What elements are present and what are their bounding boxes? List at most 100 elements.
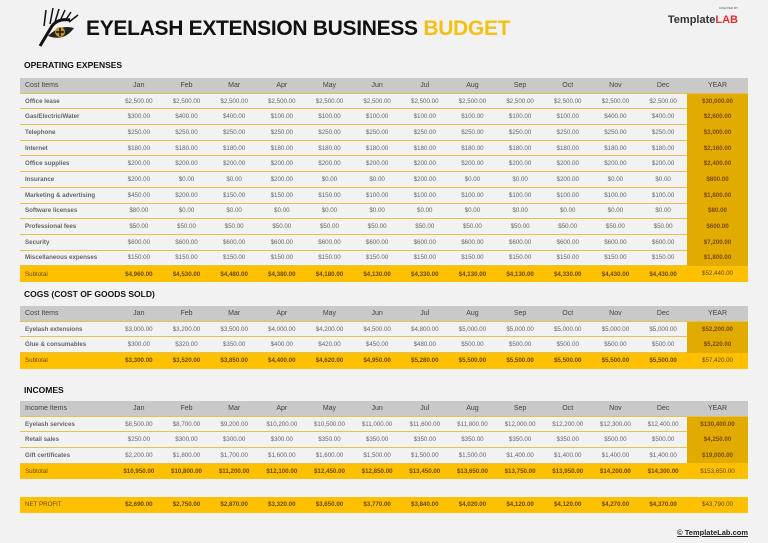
cell-mar: $2,870.00 — [210, 497, 258, 513]
cell-jun: $0.00 — [353, 171, 401, 188]
cell-dec: $0.00 — [639, 203, 687, 220]
column-header-jun: Jun — [353, 78, 401, 94]
cell-nov: $500.00 — [591, 336, 640, 354]
cell-sep: $5,000.00 — [496, 321, 544, 338]
cell-jun: $200.00 — [353, 155, 401, 173]
net-profit-row: NET PROFIT $2,690.00 $2,750.00 $2,870.00 $3,… — [20, 497, 748, 513]
cell-nov: $1,400.00 — [591, 447, 640, 464]
cell-year-total: $2,600.00 — [687, 108, 748, 125]
cell-jun: $250.00 — [353, 124, 401, 141]
cell-nov: $0.00 — [591, 171, 640, 188]
column-header-feb: Feb — [162, 78, 211, 94]
cell-oct: $1,400.00 — [543, 447, 592, 464]
row-label: Eyelash extensions — [20, 321, 115, 338]
column-header-dec: Dec — [639, 78, 687, 94]
cell-jan: $50.00 — [115, 218, 163, 235]
cell-oct: $12,200.00 — [543, 416, 592, 433]
cell-apr: $150.00 — [257, 250, 306, 267]
cell-oct: $180.00 — [543, 140, 592, 157]
cell-apr: $250.00 — [257, 124, 306, 141]
cell-dec: $400.00 — [639, 108, 687, 126]
cell-year-total: $130,400.00 — [687, 416, 748, 432]
cell-nov: $5,000.00 — [591, 321, 640, 338]
cell-jul: $11,600.00 — [400, 416, 449, 433]
cell-year-total: $600.00 — [687, 218, 748, 235]
cell-oct: $200.00 — [543, 171, 592, 188]
cell-feb: $200.00 — [162, 155, 211, 173]
cell-sep: $250.00 — [496, 124, 544, 141]
cell-nov: $0.00 — [591, 203, 640, 220]
cell-nov: $180.00 — [591, 140, 640, 157]
cell-jul: $480.00 — [400, 336, 449, 354]
cell-jun: $150.00 — [353, 250, 401, 267]
cell-nov: $4,430.00 — [591, 265, 640, 282]
cell-apr: $2,500.00 — [257, 93, 306, 110]
cell-may: $0.00 — [305, 203, 354, 220]
cell-year-total: $57,420.00 — [687, 352, 748, 369]
table-row: Marketing & advertising $450.00 $200.00 $15… — [20, 187, 748, 204]
cell-feb: $3,520.00 — [162, 352, 211, 369]
cell-jan: $600.00 — [115, 234, 163, 251]
column-header-oct: Oct — [543, 401, 592, 417]
cell-may: $350.00 — [305, 431, 354, 449]
column-header-sep: Sep — [496, 401, 544, 417]
cell-feb: $300.00 — [162, 431, 211, 449]
cell-oct: $50.00 — [543, 218, 592, 235]
column-header-apr: Apr — [257, 78, 306, 94]
subtotal-row: Subtotal $3,300.00 $3,520.00 $3,850.00 $4,40… — [20, 352, 748, 369]
cell-jul: $3,840.00 — [400, 497, 449, 513]
column-header-sep: Sep — [496, 306, 544, 322]
cell-oct: $13,950.00 — [543, 463, 592, 480]
cell-dec: $50.00 — [639, 218, 687, 235]
cell-feb: $400.00 — [162, 108, 211, 126]
cell-dec: $180.00 — [639, 140, 687, 157]
column-header-may: May — [305, 306, 354, 322]
cell-jul: $4,330.00 — [400, 265, 449, 282]
row-label: Subtotal — [20, 265, 115, 282]
table-row: Professional fees $50.00 $50.00 $50.00 $50.0… — [20, 218, 748, 235]
cell-nov: $250.00 — [591, 124, 640, 141]
cell-jul: $4,800.00 — [400, 321, 449, 338]
column-header-jun: Jun — [353, 306, 401, 322]
cell-mar: $50.00 — [210, 218, 258, 235]
cell-mar: $0.00 — [210, 171, 258, 188]
cell-aug: $13,650.00 — [448, 463, 497, 480]
cell-dec: $4,430.00 — [639, 265, 687, 282]
column-header-dec: Dec — [639, 306, 687, 322]
cell-feb: $3,200.00 — [162, 321, 211, 338]
cell-aug: $150.00 — [448, 250, 497, 267]
table-row: Miscellaneous expenses $150.00 $150.00 $150… — [20, 250, 748, 267]
cell-jul: $350.00 — [400, 431, 449, 449]
row-label: Gas/Electric/Water — [20, 108, 115, 126]
cell-apr: $100.00 — [257, 108, 306, 126]
cell-mar: $3,500.00 — [210, 321, 258, 338]
cell-year-total: $800.00 — [687, 171, 748, 188]
cell-oct: $250.00 — [543, 124, 592, 141]
cell-nov: $14,200.00 — [591, 463, 640, 480]
cell-mar: $200.00 — [210, 155, 258, 173]
column-header-mar: Mar — [210, 78, 258, 94]
cell-jul: $200.00 — [400, 155, 449, 173]
cell-aug: $250.00 — [448, 124, 497, 141]
cell-jan: $10,950.00 — [115, 463, 163, 480]
cell-jul: $1,500.00 — [400, 447, 449, 464]
cell-jan: $80.00 — [115, 203, 163, 220]
table-row: Gas/Electric/Water $300.00 $400.00 $400.00 $… — [20, 108, 748, 126]
cell-nov: $2,500.00 — [591, 93, 640, 110]
cell-sep: $5,500.00 — [496, 352, 544, 369]
cell-mar: $250.00 — [210, 124, 258, 141]
cell-jan: $2,500.00 — [115, 93, 163, 110]
cell-dec: $500.00 — [639, 336, 687, 354]
column-header-may: May — [305, 401, 354, 417]
cell-feb: $0.00 — [162, 171, 211, 188]
cell-apr: $400.00 — [257, 336, 306, 354]
cell-jun: $4,500.00 — [353, 321, 401, 338]
cell-jul: $600.00 — [400, 234, 449, 251]
cell-apr: $150.00 — [257, 187, 306, 204]
cell-year-total: $30,000.00 — [687, 93, 748, 109]
column-header-jul: Jul — [400, 78, 449, 94]
footer-link[interactable]: © TemplateLab.com — [677, 528, 748, 537]
table-row: Security $600.00 $600.00 $600.00 $600.00 $600… — [20, 234, 748, 251]
cell-oct: $150.00 — [543, 250, 592, 267]
cell-mar: $3,850.00 — [210, 352, 258, 369]
